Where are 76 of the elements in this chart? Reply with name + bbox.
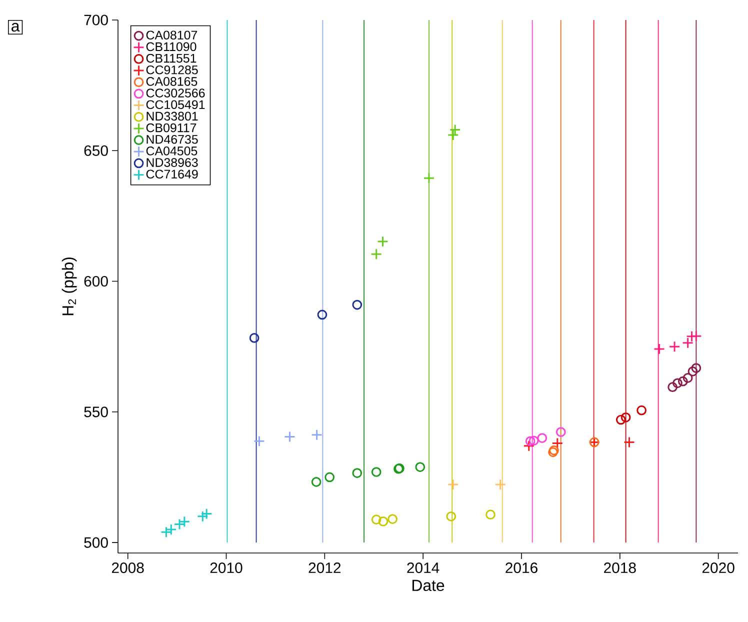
point: [556, 427, 566, 437]
x-tick-label: 2012: [308, 562, 341, 574]
x-tick-label: 2016: [506, 562, 538, 574]
point: [528, 436, 539, 446]
point: [284, 431, 296, 442]
point: [352, 300, 362, 310]
point: [196, 510, 208, 522]
point: [253, 435, 265, 447]
point: [668, 382, 678, 392]
point: [371, 467, 382, 477]
point: [378, 516, 388, 526]
legend-label: CA08107: [146, 30, 198, 40]
point: [616, 414, 626, 425]
x-tick-label: 2020: [702, 562, 734, 574]
point: [165, 524, 177, 536]
point: [525, 436, 536, 446]
point: [552, 438, 564, 449]
point: [624, 436, 635, 448]
x-tick-label: 2010: [210, 562, 242, 574]
point: [388, 514, 398, 524]
legend-label: CA08165: [146, 77, 198, 86]
legend-label: CB11551: [146, 54, 196, 63]
point: [174, 518, 186, 530]
y-tick-label: 700: [84, 14, 108, 26]
x-axis-title: Date: [412, 580, 444, 592]
y-tick-label: 500: [84, 537, 108, 548]
point: [486, 510, 496, 520]
text: a: [12, 22, 20, 32]
point: [688, 366, 698, 376]
legend-label: CB09117: [146, 123, 196, 132]
point: [494, 478, 506, 490]
point: [446, 511, 456, 522]
point: [178, 516, 190, 528]
point: [672, 378, 682, 388]
point: [311, 429, 323, 441]
point: [371, 514, 382, 524]
x-tick-label: 2014: [407, 562, 440, 574]
point: [449, 124, 461, 136]
point: [636, 405, 646, 416]
y-axis-title: H$_{2}$ (ppb): [62, 258, 77, 316]
point: [352, 468, 362, 478]
legend-label: CC105491: [146, 100, 205, 110]
point: [200, 508, 212, 520]
legend-label: CC71649: [146, 170, 198, 179]
x-tick-label: 2008: [112, 562, 144, 574]
point: [537, 433, 548, 443]
point: [523, 440, 535, 452]
legend-label: CA04505: [146, 146, 198, 156]
legend-label: CC91285: [146, 65, 198, 74]
legend-label: CB11090: [146, 42, 196, 52]
point: [691, 363, 702, 373]
point: [311, 477, 322, 487]
point: [682, 373, 693, 383]
point: [447, 478, 459, 490]
y-tick-label: 600: [84, 276, 108, 287]
point: [324, 472, 335, 482]
point: [620, 412, 631, 422]
legend-label: CC302566: [146, 88, 205, 98]
point: [370, 248, 382, 260]
point: [317, 310, 328, 320]
point: [377, 236, 388, 248]
point: [654, 343, 666, 355]
point: [249, 333, 260, 343]
point: [678, 376, 688, 386]
legend-label: ND33801: [146, 112, 198, 121]
point: [447, 129, 459, 141]
x-tick-label: 2018: [604, 562, 636, 574]
legend-label: ND38963: [146, 158, 198, 167]
point: [668, 340, 680, 352]
point: [423, 172, 435, 184]
legend-label: ND46735: [146, 134, 198, 144]
point: [160, 526, 172, 538]
point: [415, 462, 426, 472]
y-tick-label: 650: [84, 145, 108, 156]
point: [682, 337, 694, 349]
y-tick-label: 550: [84, 406, 108, 418]
